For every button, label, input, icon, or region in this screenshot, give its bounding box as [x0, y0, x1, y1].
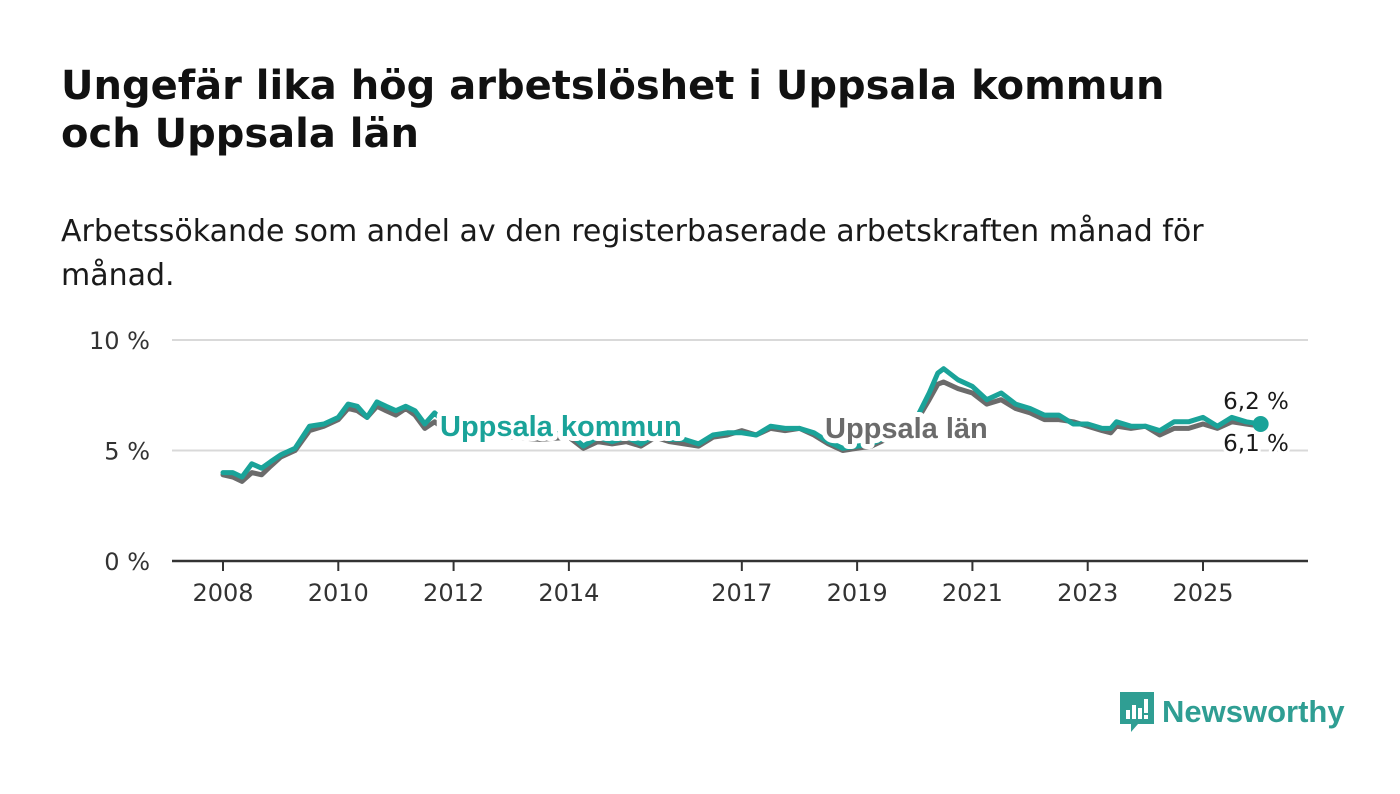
x-tick-label: 2014: [538, 579, 599, 607]
series-end-marker: [1252, 415, 1269, 432]
label-layer: Uppsala kommun Uppsala län 6,2 % 6,1 %: [435, 386, 1292, 460]
x-tick-label: 2008: [192, 579, 253, 607]
end-value-label-kommun: 6,2 %: [1223, 389, 1289, 415]
x-tick-label: 2012: [423, 579, 484, 607]
chart-subtitle: Arbetssökande som andel av den registerb…: [61, 214, 1204, 293]
x-tick-label: 2025: [1172, 579, 1233, 607]
brand-name: Newsworthy: [1162, 694, 1345, 729]
chart-title: Ungefär lika hög arbetslöshet i Uppsala …: [61, 63, 1165, 157]
series-label-uppsala-lan: Uppsala län: [825, 413, 988, 445]
y-tick-label: 10 %: [89, 327, 150, 355]
x-tick-label: 2019: [827, 579, 888, 607]
y-tick-label: 0 %: [104, 548, 150, 576]
end-value-label-lan: 6,1 %: [1223, 431, 1289, 457]
x-tick-label: 2021: [942, 579, 1003, 607]
x-tick-label: 2010: [308, 579, 369, 607]
axis-layer: 0 % 5 % 10 % 2008 2010 2012 2014 2017 2019 2021 20…: [89, 327, 1308, 607]
series-line-uppsala-kommun: [220, 366, 1264, 480]
x-tick-label: 2023: [1057, 579, 1118, 607]
x-tick-label: 2017: [711, 579, 772, 607]
brand-logo[interactable]: Newsworthy: [1118, 690, 1345, 734]
series-label-uppsala-kommun: Uppsala kommun: [440, 411, 682, 443]
series-layer: [220, 366, 1269, 484]
bar-chart-icon: [1120, 692, 1154, 732]
y-tick-label: 5 %: [104, 438, 150, 466]
grid-layer: [172, 339, 1308, 452]
